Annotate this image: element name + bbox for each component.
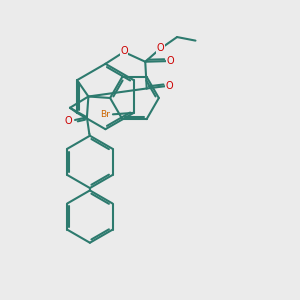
Text: O: O [167,56,174,66]
Text: O: O [64,116,72,126]
Text: O: O [166,81,173,91]
Text: O: O [120,46,128,56]
Text: Br: Br [100,110,110,119]
Text: O: O [157,44,164,53]
